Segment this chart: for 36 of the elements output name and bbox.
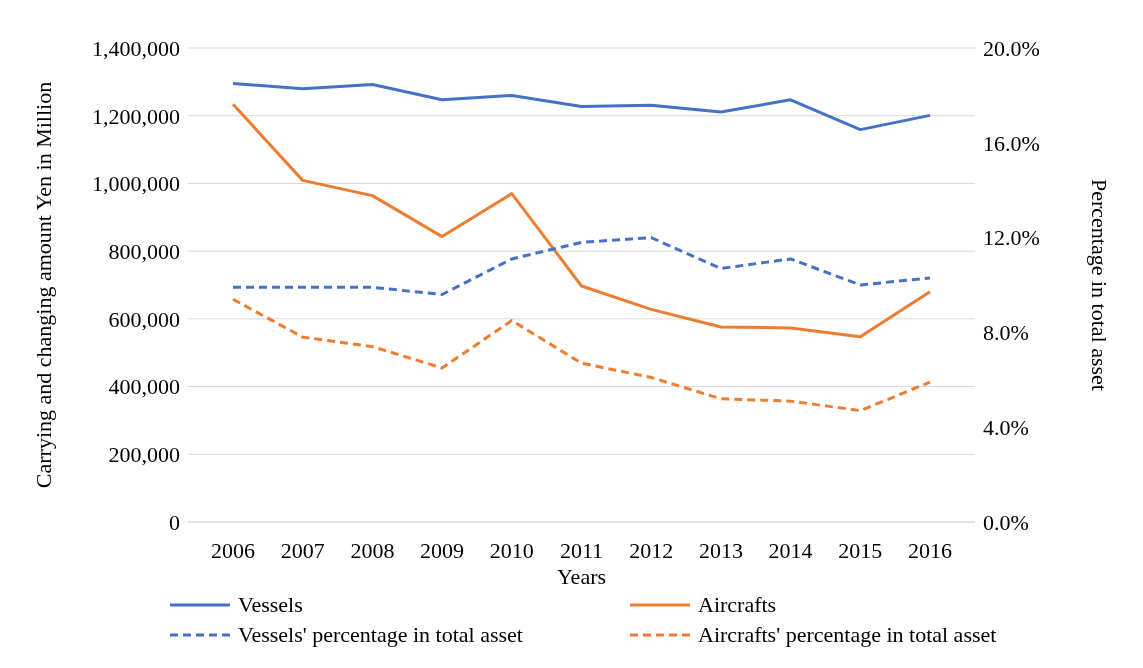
y-axis-title: Carrying and changing amount Yen in Million bbox=[30, 81, 56, 489]
y2-tick-label: 12.0% bbox=[983, 225, 1040, 251]
x-tick-label: 2016 bbox=[908, 537, 952, 563]
x-tick-label: 2013 bbox=[698, 537, 743, 563]
x-tick-label: 2015 bbox=[838, 537, 883, 563]
x-tick-label: 2007 bbox=[280, 537, 325, 563]
line-series bbox=[231, 236, 932, 296]
legend-label: Aircrafts bbox=[698, 592, 777, 618]
line-series bbox=[231, 102, 932, 339]
y-tick-label: 1,400,000 bbox=[92, 35, 180, 61]
y2-tick-label: 0.0% bbox=[983, 509, 1029, 535]
y2-tick-label: 8.0% bbox=[983, 320, 1029, 346]
line-series bbox=[231, 82, 932, 132]
legend-label: Vessels bbox=[238, 592, 303, 618]
y2-axis-title: Percentage in total asset bbox=[1087, 179, 1113, 391]
y2-tick-label: 20.0% bbox=[983, 35, 1040, 61]
legend-label: Aircrafts' percentage in total asset bbox=[698, 622, 997, 648]
y2-tick-label: 4.0% bbox=[983, 415, 1029, 441]
x-tick-label: 2008 bbox=[350, 537, 395, 563]
y-tick-label: 1,200,000 bbox=[92, 103, 180, 129]
y2-tick-label: 16.0% bbox=[983, 130, 1040, 156]
y-tick-label: 1,000,000 bbox=[92, 171, 180, 197]
x-tick-label: 2010 bbox=[489, 537, 534, 563]
y-tick-label: 600,000 bbox=[108, 306, 180, 332]
line-series bbox=[231, 297, 932, 413]
y-tick-label: 200,000 bbox=[108, 442, 180, 468]
y-tick-label: 0 bbox=[169, 509, 180, 535]
x-tick-label: 2012 bbox=[629, 537, 674, 563]
y-tick-label: 800,000 bbox=[108, 238, 180, 264]
x-tick-label: 2014 bbox=[768, 537, 813, 563]
legend-label: Vessels' percentage in total asset bbox=[238, 622, 523, 648]
x-axis-title: Years bbox=[556, 564, 607, 589]
x-tick-label: 2006 bbox=[211, 537, 255, 563]
y-tick-label: 400,000 bbox=[108, 374, 180, 400]
x-tick-label: 2011 bbox=[559, 537, 604, 563]
x-tick-label: 2009 bbox=[420, 537, 465, 563]
